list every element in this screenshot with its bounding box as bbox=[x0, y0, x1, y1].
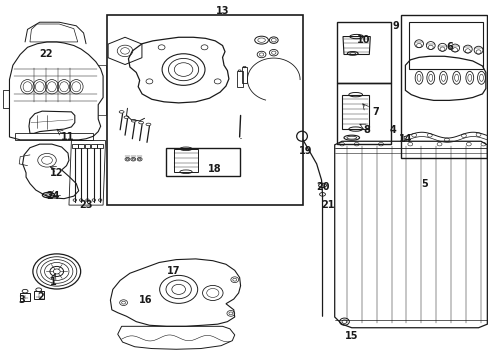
Text: 2: 2 bbox=[37, 292, 44, 302]
Text: 11: 11 bbox=[61, 132, 75, 142]
Text: 3: 3 bbox=[18, 295, 25, 305]
Text: 5: 5 bbox=[421, 179, 427, 189]
Text: 15: 15 bbox=[345, 331, 358, 341]
Bar bbox=[336, 22, 390, 83]
Text: 20: 20 bbox=[315, 182, 328, 192]
Text: 6: 6 bbox=[445, 42, 452, 52]
Text: 1: 1 bbox=[50, 277, 57, 287]
Bar bbox=[165, 148, 239, 176]
Text: 10: 10 bbox=[357, 35, 370, 45]
Text: 17: 17 bbox=[167, 266, 180, 276]
Text: 12: 12 bbox=[50, 168, 63, 178]
Bar bbox=[107, 15, 303, 205]
Bar bbox=[408, 22, 483, 69]
Text: 7: 7 bbox=[372, 107, 379, 117]
Text: 24: 24 bbox=[46, 191, 60, 201]
Text: 18: 18 bbox=[207, 164, 221, 174]
Text: 19: 19 bbox=[298, 146, 311, 156]
Text: 13: 13 bbox=[215, 6, 229, 17]
Text: 8: 8 bbox=[362, 125, 369, 135]
Text: 22: 22 bbox=[39, 49, 52, 59]
Text: 4: 4 bbox=[389, 125, 396, 135]
Text: 16: 16 bbox=[139, 295, 152, 305]
Text: 23: 23 bbox=[79, 200, 93, 210]
Text: 9: 9 bbox=[391, 21, 398, 31]
Text: 14: 14 bbox=[398, 134, 411, 144]
Bar bbox=[400, 15, 487, 158]
Bar bbox=[336, 83, 390, 144]
Text: 21: 21 bbox=[321, 200, 334, 210]
